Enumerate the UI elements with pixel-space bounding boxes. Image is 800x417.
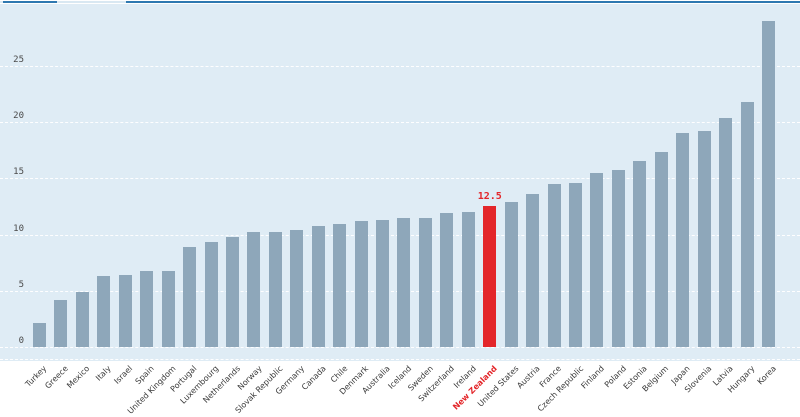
x-axis-label-mexico: Mexico [65, 364, 92, 391]
x-axis-label-korea: Korea [755, 364, 778, 387]
bar-norway[interactable] [247, 232, 261, 347]
bar-slovak-republic[interactable] [268, 232, 282, 347]
gridline-y25 [0, 65, 800, 67]
top-rule-left-segment [3, 1, 57, 3]
highlight-value-label: 12.5 [477, 191, 502, 203]
bar-germany[interactable] [290, 230, 304, 347]
y-tick-label-5: 5 [18, 279, 24, 290]
bar-united-states[interactable] [504, 201, 518, 347]
bar-turkey[interactable] [33, 323, 46, 347]
bar-australia[interactable] [376, 219, 390, 347]
y-tick-label-10: 10 [13, 223, 24, 234]
bar-netherlands[interactable] [225, 236, 239, 347]
y-tick-label-0: 0 [18, 336, 24, 346]
bar-estonia[interactable] [633, 161, 647, 347]
bar-hungary[interactable] [740, 101, 754, 347]
y-tick-label-25: 25 [13, 54, 24, 65]
x-axis-label-austria: Austria [515, 364, 542, 391]
bar-canada[interactable] [311, 225, 325, 347]
bar-israel[interactable] [118, 275, 132, 347]
bar-belgium[interactable] [654, 152, 668, 347]
gridline-y15 [0, 178, 800, 180]
bar-greece[interactable] [54, 299, 68, 347]
gridline-y20 [0, 122, 800, 123]
y-tick-label-15: 15 [13, 167, 24, 178]
bar-united-kingdom[interactable] [161, 270, 175, 347]
bar-finland[interactable] [590, 172, 604, 347]
bar-denmark[interactable] [354, 221, 368, 347]
bar-slovenia[interactable] [697, 131, 711, 347]
bar-italy[interactable] [97, 276, 111, 347]
bar-korea[interactable] [761, 20, 775, 347]
gridline-y0 [0, 347, 800, 348]
x-axis-label-italy: Italy [94, 364, 114, 383]
bar-france[interactable] [547, 183, 561, 347]
y-tick-label-20: 20 [13, 111, 24, 121]
bar-portugal[interactable] [183, 246, 197, 347]
bar-ireland[interactable] [461, 212, 475, 347]
bar-switzerland[interactable] [440, 213, 454, 347]
bar-austria[interactable] [526, 194, 540, 347]
bar-japan[interactable] [676, 133, 690, 347]
bar-mexico[interactable] [75, 291, 89, 347]
bar-new-zealand[interactable] [483, 206, 497, 347]
bar-latvia[interactable] [719, 117, 733, 347]
x-axis-label-israel: Israel [112, 364, 135, 386]
bar-spain[interactable] [140, 270, 154, 347]
x-axis-label-greece: Greece [43, 364, 71, 391]
plot-bottom-edge [0, 359, 800, 360]
bar-czech-republic[interactable] [569, 182, 582, 347]
bar-poland[interactable] [611, 170, 625, 347]
bar-chile[interactable] [333, 224, 347, 347]
bar-sweden[interactable] [418, 217, 432, 347]
bar-luxembourg[interactable] [204, 242, 218, 347]
top-rule-right-segment [126, 1, 800, 3]
bar-iceland[interactable] [397, 217, 411, 347]
